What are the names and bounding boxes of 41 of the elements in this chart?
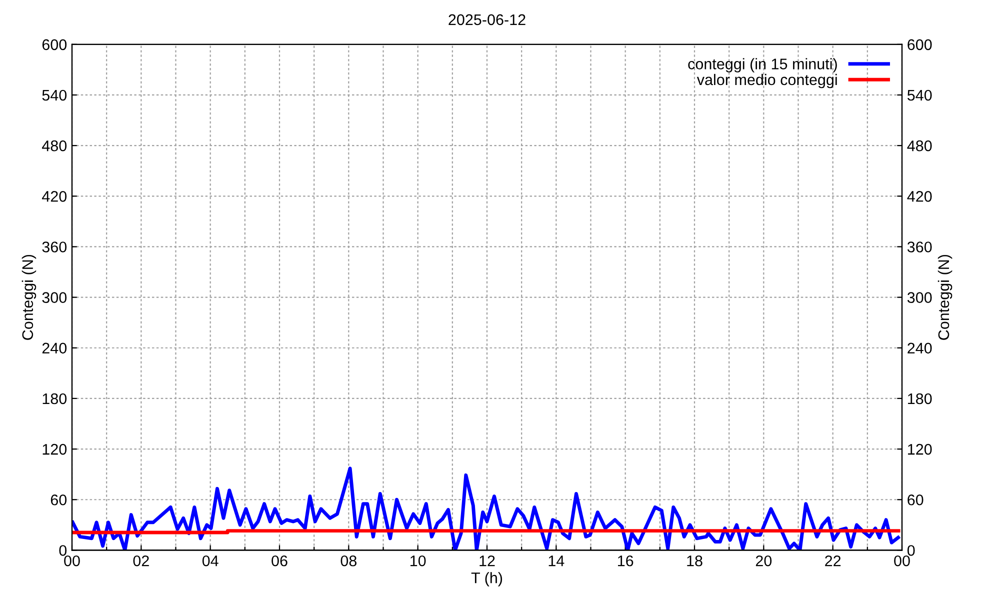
x-tick-label: 12 [480,555,495,566]
x-tick-label: 08 [340,555,356,566]
x-tick-label: 18 [687,555,702,566]
y-tick-label: 0 [59,545,67,556]
x-tick-label: 02 [133,555,149,566]
y-tick-label: 180 [42,393,67,404]
y2-tick-label: 0 [907,545,915,556]
y-tick-label: 540 [42,90,67,101]
legend-label: valor medio conteggi [696,74,837,88]
x-tick-label: 16 [618,555,634,566]
y-tick-label: 480 [42,140,67,152]
y2-tick-label: 60 [908,494,924,506]
y2-tick-label: 600 [908,39,932,50]
x-tick-label: 06 [272,555,288,566]
y-tick-label: 420 [42,191,67,202]
x-tick-label: 04 [202,555,218,566]
y2-tick-label: 540 [907,90,932,101]
y2-tick-label: 240 [908,342,932,354]
x-tick-label: 22 [825,555,841,566]
y2-tick-label: 480 [907,140,932,152]
x-tick-label: 00 [64,555,80,566]
x-tick-label: 14 [548,556,564,566]
y2-tick-label: 420 [907,191,932,202]
y2-tick-label: 180 [908,393,932,404]
y-tick-label: 360 [42,242,67,252]
y2-axis-title: Conteggi (N) [938,254,952,340]
y2-tick-label: 360 [907,242,932,252]
x-tick-label: 10 [410,555,426,566]
chart-title: 2025-06-12 [448,14,526,26]
y2-tick-label: 120 [908,444,932,455]
y-axis-title: Conteggi (N) [22,254,36,340]
legend-label: conteggi (in 15 minuti) [688,58,837,72]
x-tick-label: 00 [894,555,910,566]
x-tick-label: 20 [756,555,772,566]
y-tick-label: 600 [42,39,67,50]
y-tick-label: 240 [42,342,67,354]
y2-tick-label: 300 [907,292,932,303]
y-tick-label: 120 [42,444,67,455]
y-tick-label: 60 [50,494,67,506]
y-tick-label: 300 [42,292,67,303]
x-axis-title: T (h) [471,572,502,586]
